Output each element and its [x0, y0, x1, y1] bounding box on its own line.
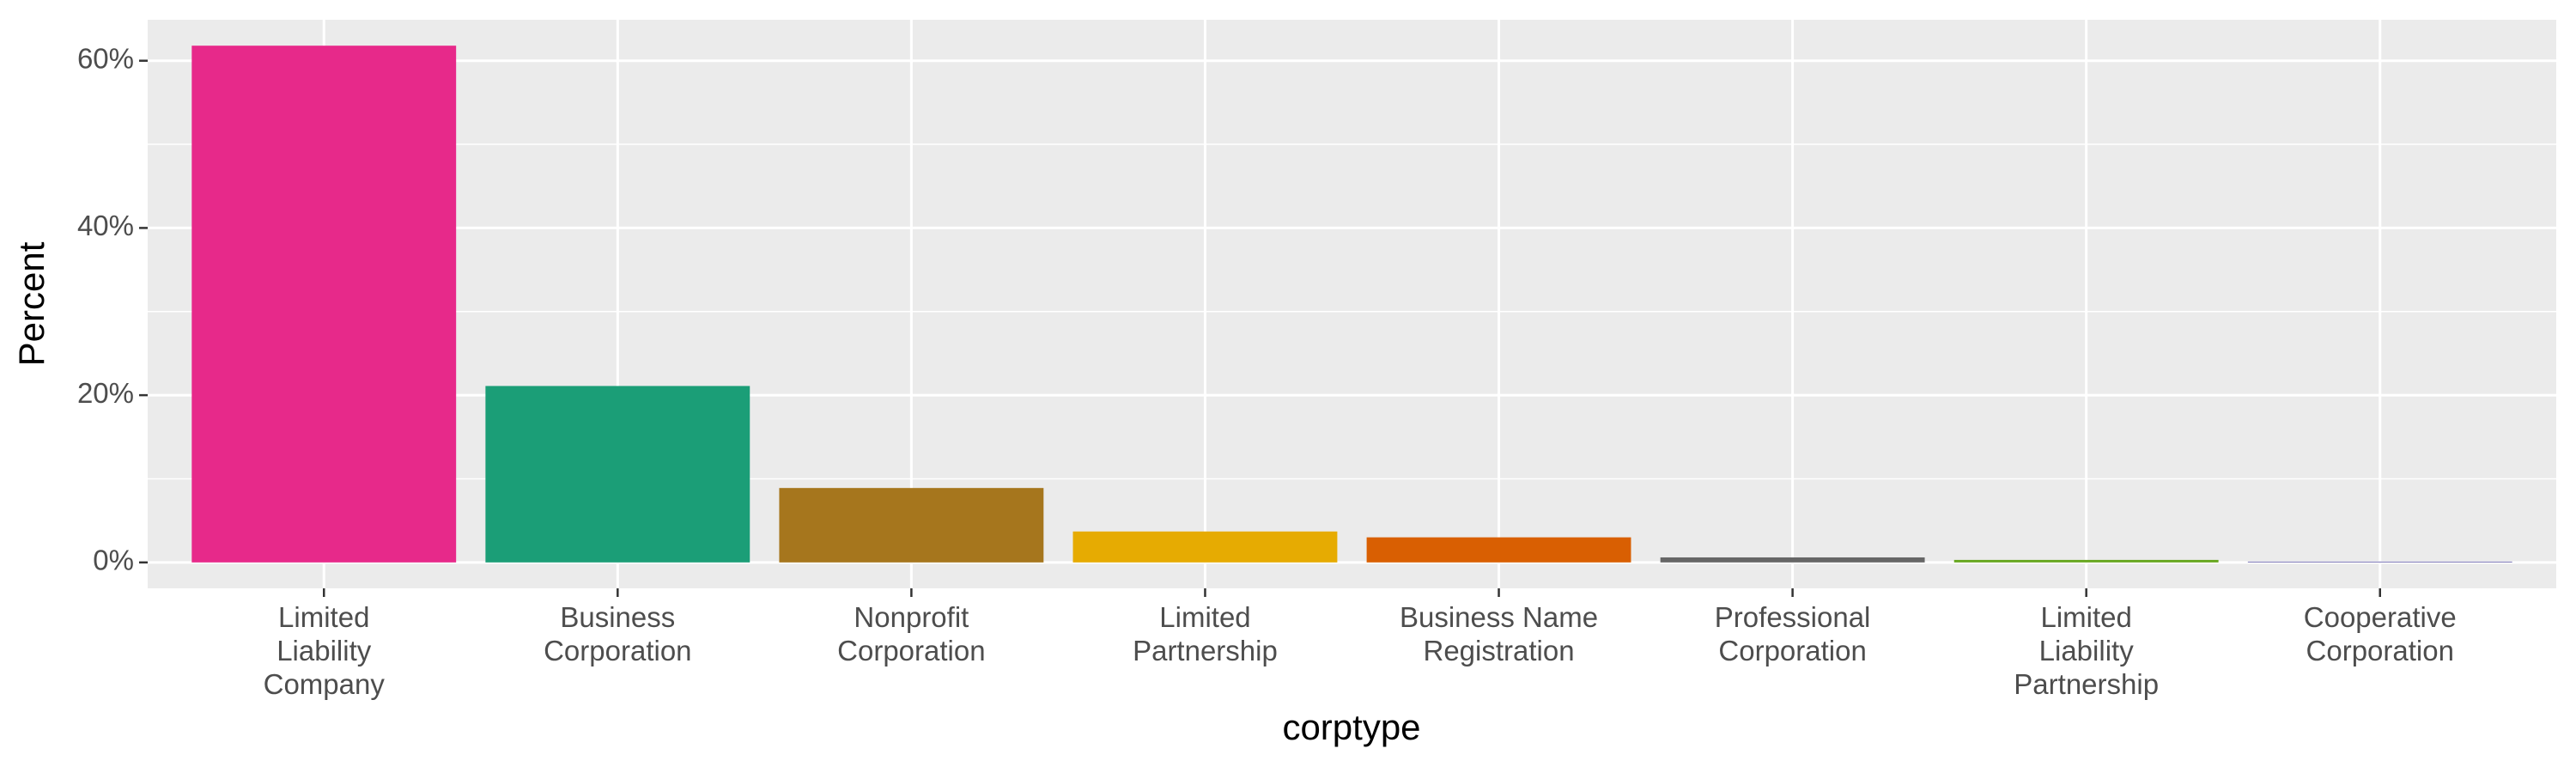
- x-tick-label: Nonprofit Corporation: [837, 601, 985, 666]
- bar: [1072, 531, 1338, 563]
- y-axis-title: Percent: [11, 241, 52, 366]
- x-tick-label: Cooperative Corporation: [2304, 601, 2457, 666]
- x-axis-title: corptype: [1282, 707, 1420, 747]
- x-tick-label: Professional Corporation: [1715, 601, 1871, 666]
- y-tick-label: 20%: [77, 377, 134, 409]
- x-tick-label: Business Name Registration: [1400, 601, 1598, 666]
- y-tick-label: 40%: [77, 210, 134, 241]
- y-tick-label: 60%: [77, 42, 134, 74]
- bar: [2247, 561, 2512, 563]
- bar: [191, 46, 457, 563]
- y-tick-label: 0%: [93, 545, 134, 576]
- bar: [485, 386, 750, 563]
- bar: [1953, 559, 2219, 563]
- bar: [779, 488, 1044, 563]
- x-tick-label: Limited Partnership: [1133, 601, 1278, 666]
- bar: [1366, 537, 1631, 563]
- x-tick-label: Limited Liability Partnership: [2014, 601, 2159, 700]
- bar: [1660, 557, 1925, 563]
- x-tick-label: Business Corporation: [544, 601, 691, 666]
- x-tick-label: Limited Liability Company: [264, 601, 386, 700]
